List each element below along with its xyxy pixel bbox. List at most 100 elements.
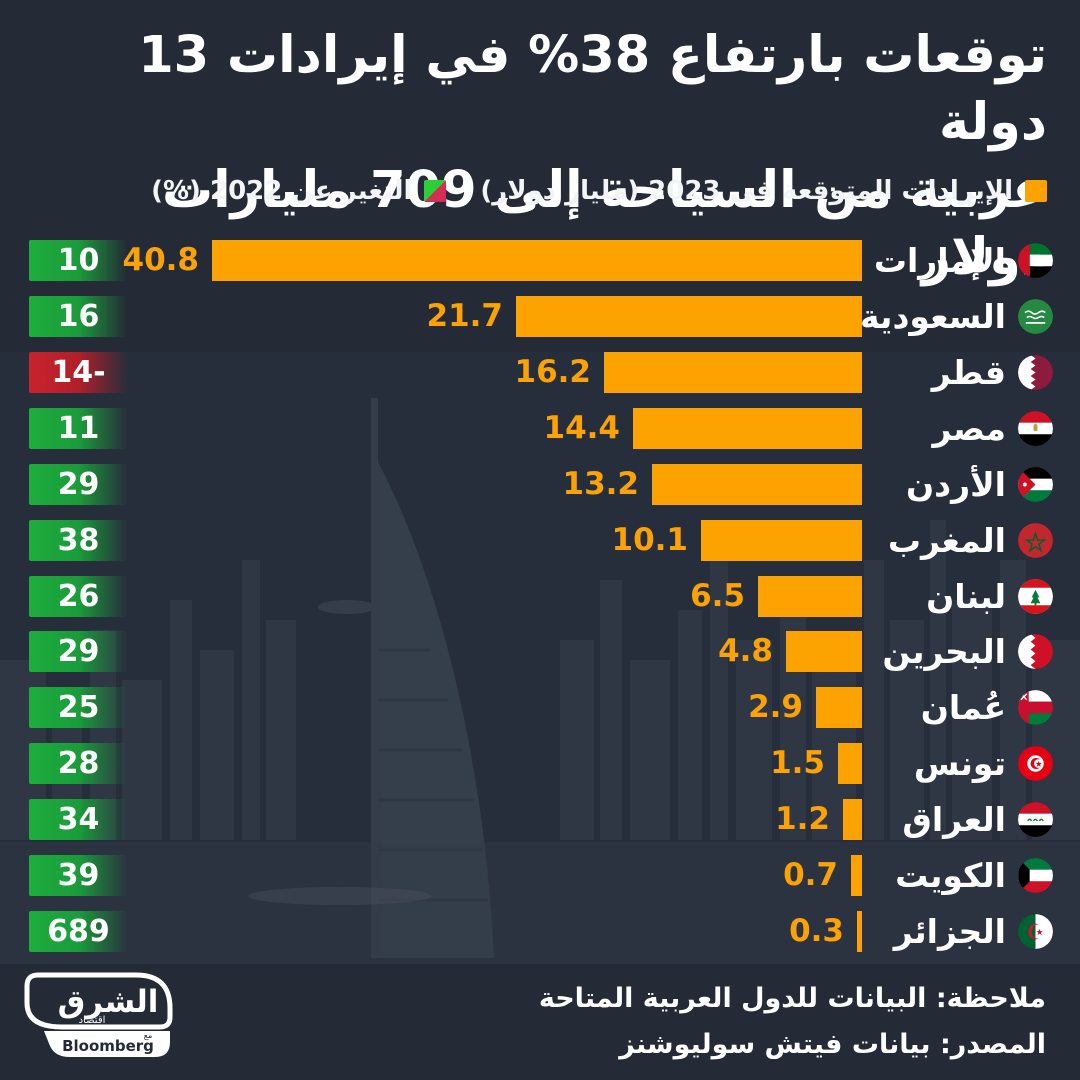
change-badge: 39: [29, 855, 128, 896]
logo-brand-text: الشرق: [58, 984, 159, 1020]
country-label: عُمان: [920, 688, 1006, 727]
change-value: 25: [57, 690, 100, 725]
country-label: البحرين: [882, 632, 1006, 671]
country-label: لبنان: [926, 577, 1006, 616]
country-flag-icon: [1018, 914, 1053, 949]
country-label: الأردن: [906, 465, 1006, 504]
chart-row: 39 0.7 الكويت: [0, 855, 1080, 896]
country-flag-icon: [1018, 634, 1053, 669]
change-badge: 34: [29, 799, 128, 840]
change-value: 29: [57, 467, 100, 502]
revenue-value: 6.5: [690, 578, 745, 614]
chart-row: 10 40.8 الإمارات: [0, 240, 1080, 281]
chart-row: -14 16.2 قطر: [0, 352, 1080, 393]
revenue-value: 4.8: [718, 633, 773, 669]
chart-row: 28 1.5 تونس: [0, 743, 1080, 784]
change-value: 689: [47, 914, 110, 949]
change-value: 26: [57, 579, 100, 614]
chart-row: 34 1.2 العراق: [0, 799, 1080, 840]
logo-brand-sub-text: اقتصاد: [79, 1015, 106, 1026]
legend-revenue-label: الإيرادات المتوقعة في 2023 (مليار دولار): [480, 176, 1013, 206]
change-value: 16: [57, 299, 100, 334]
revenue-bar: [857, 911, 862, 952]
country-label: الإمارات: [873, 241, 1006, 280]
change-badge: 10: [29, 240, 128, 281]
bar-chart: 10 40.8 الإمارات 16 21.7 السعودية -14 16…: [0, 240, 1080, 960]
change-badge: 29: [29, 464, 128, 505]
chart-row: 11 14.4 مصر: [0, 408, 1080, 449]
revenue-swatch-icon: [1025, 180, 1047, 202]
footer-notes: ملاحظة: البيانات للدول العربية المتاحة ا…: [539, 976, 1046, 1069]
chart-row: 29 13.2 الأردن: [0, 464, 1080, 505]
country-flag-icon: [1018, 467, 1053, 502]
asharq-bloomberg-logo: الشرق اقتصاد مع Bloomberg: [24, 972, 173, 1057]
chart-legend: الإيرادات المتوقعة في 2023 (مليار دولار)…: [33, 176, 1047, 206]
change-badge: 26: [29, 576, 128, 617]
change-badge: 689: [29, 911, 128, 952]
note-text: ملاحظة: البيانات للدول العربية المتاحة: [538, 983, 1046, 1014]
title-line-2: عربية من السياحة إلى 709 مليارات دولار: [161, 160, 1048, 287]
country-flag-icon: [1018, 746, 1053, 781]
revenue-bar: [838, 743, 862, 784]
change-value: 11: [57, 411, 100, 446]
country-flag-icon: [1018, 579, 1053, 614]
country-flag-icon: [1018, 411, 1053, 446]
country-flag-icon: [1018, 243, 1053, 278]
revenue-bar: [212, 240, 862, 281]
revenue-bar: [816, 687, 862, 728]
change-badge: 28: [29, 743, 128, 784]
country-label: السعودية: [860, 297, 1006, 336]
revenue-value: 1.5: [770, 745, 825, 781]
revenue-bar: [786, 631, 862, 672]
country-flag-icon: [1018, 299, 1053, 334]
chart-row: 689 0.3 الجزائر: [0, 911, 1080, 952]
country-flag-icon: [1018, 523, 1053, 558]
change-swatch-icon: [424, 180, 447, 202]
legend-item-change: التغير عن 2022 (%): [151, 176, 447, 206]
revenue-value: 14.4: [543, 410, 621, 446]
page-title: توقعات بارتفاع 38% في إيرادات 13 دولة عر…: [33, 22, 1047, 291]
change-value: 10: [57, 243, 100, 278]
title-line-1: توقعات بارتفاع 38% في إيرادات 13 دولة: [138, 26, 1047, 153]
country-label: تونس: [913, 744, 1006, 783]
country-label: مصر: [932, 409, 1006, 448]
revenue-value: 0.3: [789, 913, 844, 949]
change-value: 39: [57, 858, 100, 893]
country-flag-icon: [1018, 802, 1053, 837]
revenue-value: 0.7: [783, 857, 838, 893]
legend-item-revenue: الإيرادات المتوقعة في 2023 (مليار دولار): [480, 176, 1047, 206]
logo-partner-text: Bloomberg: [62, 1037, 154, 1055]
revenue-bar: [516, 296, 862, 337]
change-badge: 25: [29, 687, 128, 728]
revenue-bar: [851, 855, 862, 896]
revenue-value: 10.1: [611, 522, 689, 558]
change-badge: 29: [29, 631, 128, 672]
logo-with-text: مع: [144, 1031, 153, 1040]
revenue-bar: [843, 799, 862, 840]
revenue-value: 16.2: [514, 354, 592, 390]
country-label: الجزائر: [893, 912, 1006, 951]
chart-row: 29 4.8 البحرين: [0, 631, 1080, 672]
change-badge: 11: [29, 408, 128, 449]
source-text: المصدر: بيانات فيتش سوليوشنز: [619, 1029, 1046, 1061]
chart-row: 38 10.1 المغرب: [0, 520, 1080, 561]
country-label: العراق: [902, 800, 1006, 839]
revenue-bar: [701, 520, 862, 561]
chart-row: 25 2.9 عُمان: [0, 687, 1080, 728]
country-label: قطر: [931, 353, 1006, 392]
change-value: 29: [57, 634, 100, 669]
revenue-bar: [604, 352, 862, 393]
country-flag-icon: [1018, 355, 1053, 390]
revenue-value: 21.7: [426, 298, 504, 334]
legend-change-label: التغير عن 2022 (%): [151, 176, 413, 206]
country-flag-icon: [1018, 690, 1053, 725]
revenue-value: 40.8: [122, 242, 200, 278]
change-value: 34: [57, 802, 100, 837]
country-label: الكويت: [895, 856, 1006, 895]
country-label: المغرب: [887, 521, 1006, 560]
revenue-value: 2.9: [748, 689, 803, 725]
revenue-bar: [758, 576, 862, 617]
chart-row: 26 6.5 لبنان: [0, 576, 1080, 617]
country-flag-icon: [1018, 858, 1053, 893]
